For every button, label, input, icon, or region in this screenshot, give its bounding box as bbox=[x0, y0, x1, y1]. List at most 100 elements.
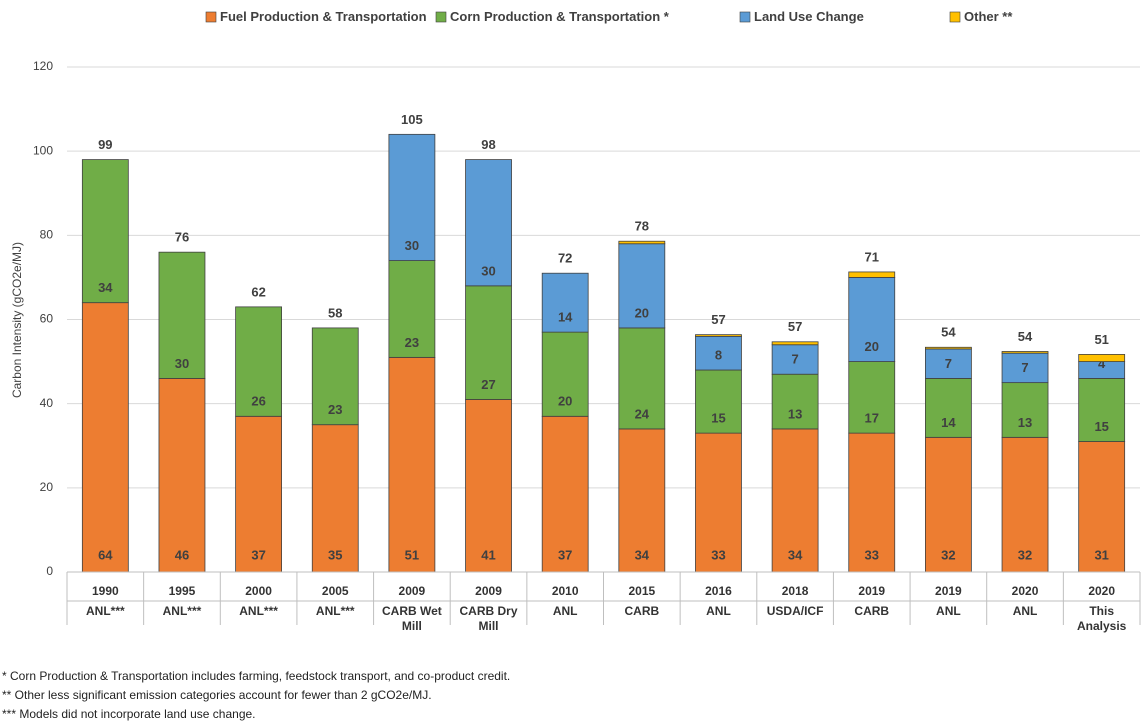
bar-segment bbox=[848, 271, 896, 278]
segment-label: 13 bbox=[1018, 415, 1032, 430]
bar-segment bbox=[925, 346, 972, 350]
segment-label: 30 bbox=[405, 238, 419, 253]
total-label: 98 bbox=[481, 137, 495, 152]
total-label: 78 bbox=[635, 219, 649, 234]
legend-label: Fuel Production & Transportation bbox=[220, 9, 427, 24]
bar-segment bbox=[388, 133, 436, 261]
x-source-label: ANL*** bbox=[85, 604, 125, 618]
segment-label: 33 bbox=[865, 547, 879, 562]
segment-label: 41 bbox=[481, 547, 495, 562]
segment-label: 14 bbox=[941, 415, 956, 430]
x-tick-label: 1990 bbox=[91, 584, 119, 598]
total-label: 105 bbox=[401, 112, 423, 127]
x-source-label: ANL bbox=[936, 604, 961, 618]
y-tick-label: 0 bbox=[46, 564, 53, 578]
legend-swatch bbox=[949, 11, 961, 23]
total-label: 76 bbox=[175, 230, 189, 245]
x-source-label: CARB bbox=[624, 604, 660, 618]
x-source-label: CARB Dry Mill bbox=[459, 604, 518, 633]
x-source-label: This Analysis bbox=[1076, 604, 1127, 633]
x-source-label: USDA/ICF bbox=[766, 604, 824, 618]
bar-segment bbox=[925, 378, 972, 438]
total-label: 72 bbox=[558, 251, 572, 266]
segment-label: 34 bbox=[98, 280, 113, 295]
segment-label: 7 bbox=[1021, 360, 1028, 375]
x-tick-label: 2009 bbox=[475, 584, 502, 598]
bar-segment bbox=[1001, 436, 1049, 573]
x-source-label: ANL bbox=[706, 604, 731, 618]
bar-segment bbox=[465, 159, 512, 287]
bar-segment bbox=[158, 378, 206, 573]
bar-segment bbox=[771, 428, 819, 573]
segment-label: 37 bbox=[558, 547, 572, 562]
y-axis-label: Carbon Intensity (gCO2e/MJ) bbox=[10, 242, 24, 398]
total-label: 62 bbox=[251, 284, 265, 299]
x-tick-label: 2000 bbox=[245, 584, 272, 598]
bar-segment bbox=[541, 331, 589, 417]
x-source-label: ANL*** bbox=[162, 604, 202, 618]
x-tick-label: 2016 bbox=[705, 584, 732, 598]
bar-segment bbox=[925, 348, 972, 379]
legend-swatch bbox=[205, 11, 217, 23]
x-tick-label: 2018 bbox=[781, 584, 809, 598]
bar-segment bbox=[618, 428, 666, 573]
segment-label: 30 bbox=[175, 356, 189, 371]
total-label: 99 bbox=[98, 137, 112, 152]
x-tick-label: 2020 bbox=[1011, 584, 1039, 598]
bar-segment bbox=[848, 432, 896, 573]
bar-segment bbox=[1001, 351, 1049, 354]
footnote: * Corn Production & Transportation inclu… bbox=[2, 669, 511, 683]
segment-label: 34 bbox=[788, 547, 803, 562]
total-label: 54 bbox=[941, 325, 956, 340]
total-label: 58 bbox=[328, 305, 342, 320]
bar-segment bbox=[695, 334, 742, 337]
total-label: 54 bbox=[1018, 329, 1033, 344]
segment-label: 15 bbox=[711, 411, 725, 426]
bar-segment bbox=[541, 272, 589, 333]
bar-segment bbox=[848, 361, 896, 434]
segment-label: 46 bbox=[175, 547, 189, 562]
segment-label: 32 bbox=[941, 547, 955, 562]
segment-label: 27 bbox=[481, 377, 495, 392]
x-source-label: ANL bbox=[552, 604, 578, 618]
x-tick-label: 2019 bbox=[935, 584, 962, 598]
total-label: 57 bbox=[711, 312, 725, 327]
segment-label: 15 bbox=[1094, 419, 1108, 434]
segment-label: 32 bbox=[1018, 547, 1032, 562]
segment-label: 4 bbox=[1098, 356, 1106, 371]
segment-label: 64 bbox=[98, 547, 113, 562]
bar-segment bbox=[388, 356, 436, 573]
bar-segment bbox=[81, 159, 129, 304]
y-tick-label: 100 bbox=[33, 143, 53, 157]
footnote: ** Other less significant emission categ… bbox=[2, 688, 432, 702]
total-label: 71 bbox=[865, 249, 879, 264]
segment-label: 23 bbox=[328, 402, 342, 417]
bar-segment bbox=[1078, 354, 1126, 362]
legend-swatch bbox=[435, 11, 447, 23]
footnote: *** Models did not incorporate land use … bbox=[2, 707, 256, 721]
total-label: 51 bbox=[1094, 332, 1108, 347]
bar-segment bbox=[541, 415, 589, 573]
segment-label: 20 bbox=[635, 305, 649, 320]
bar-segment bbox=[925, 436, 972, 573]
segment-label: 7 bbox=[945, 356, 952, 371]
bar-segment bbox=[311, 327, 359, 426]
y-tick-label: 80 bbox=[40, 228, 54, 242]
segment-label: 33 bbox=[711, 547, 725, 562]
x-tick-label: 2020 bbox=[1088, 584, 1116, 598]
bar-segment bbox=[235, 415, 283, 573]
x-tick-label: 2010 bbox=[551, 584, 579, 598]
bar-segment bbox=[771, 373, 819, 430]
total-label: 57 bbox=[788, 319, 802, 334]
segment-label: 35 bbox=[328, 547, 342, 562]
x-source-label: ANL*** bbox=[315, 604, 355, 618]
segment-label: 30 bbox=[481, 263, 495, 278]
x-source-label: CARB bbox=[854, 604, 890, 618]
x-tick-label: 2009 bbox=[398, 584, 426, 598]
segment-label: 26 bbox=[251, 394, 265, 409]
x-tick-label: 1995 bbox=[168, 584, 196, 598]
legend-label: Other ** bbox=[964, 9, 1013, 24]
segment-label: 20 bbox=[558, 394, 572, 409]
